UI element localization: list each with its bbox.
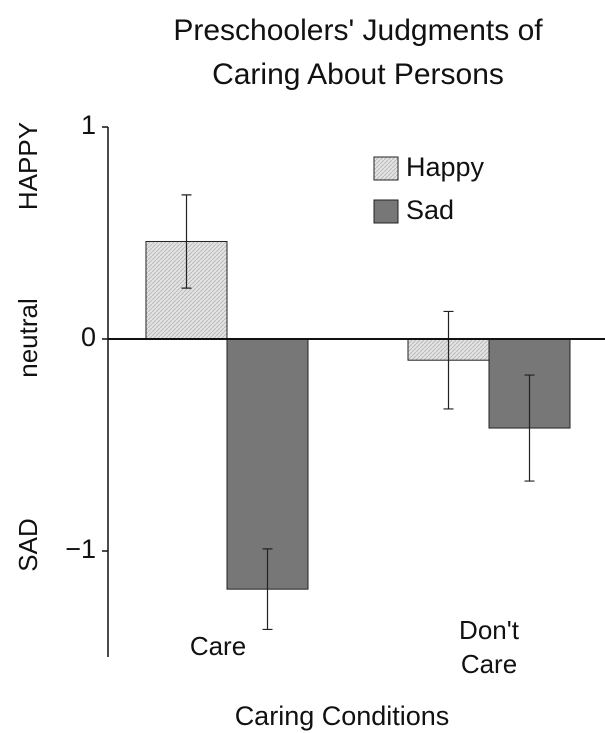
legend-swatch xyxy=(373,199,399,224)
error-bar xyxy=(524,374,535,482)
bar xyxy=(226,338,309,590)
chart-title: Preschoolers' Judgments of Caring About P… xyxy=(173,14,543,91)
error-bar xyxy=(181,194,192,289)
error-bar xyxy=(262,548,273,631)
error-bar xyxy=(443,310,454,410)
side-label: neutral xyxy=(13,298,43,378)
legend-label: Sad xyxy=(406,195,454,225)
y-tick-label: 1 xyxy=(81,110,96,140)
x-axis-label: Caring Conditions xyxy=(235,701,450,731)
side-label: SAD xyxy=(13,518,43,571)
side-label: HAPPY xyxy=(13,122,43,210)
y-tick-label: 0 xyxy=(81,322,96,352)
x-tick-label: Care xyxy=(190,631,246,661)
x-tick-label: Don't Care xyxy=(459,615,520,679)
y-tick-label: −1 xyxy=(65,534,96,564)
legend-label: Happy xyxy=(406,152,485,182)
legend-swatch xyxy=(373,156,399,181)
